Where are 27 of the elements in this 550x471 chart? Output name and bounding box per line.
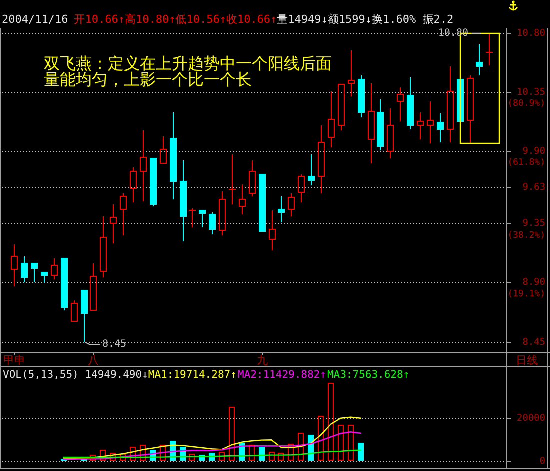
y2-tick-label: (38.2%) bbox=[508, 230, 546, 241]
y2-tick-label: (19.1%) bbox=[508, 290, 546, 300]
y2-tick-label: (61.8%) bbox=[508, 158, 546, 168]
y-tick-label: 10.35 bbox=[516, 87, 546, 98]
y-tick-label: 10.80 bbox=[516, 28, 546, 39]
title: VOL(5,13,55) 14949.490↓ bbox=[3, 369, 148, 381]
legend: MA3:7563.628↑ bbox=[327, 369, 410, 381]
x-tick-label: 甲申 bbox=[4, 354, 26, 367]
note: 量14949↓额1599↓换1.60% 振2.2 bbox=[277, 13, 454, 26]
subtitle: 开10.66↑高10.80↑低10.56↑收10.66↑ bbox=[74, 13, 278, 26]
title: 2004/11/16 bbox=[2, 13, 68, 26]
y-tick-label: 9.35 bbox=[522, 218, 546, 229]
y2-tick-label: (80.9%) bbox=[508, 99, 546, 110]
y-tick-label: 8.45 bbox=[522, 337, 546, 348]
annotation: 10.80 bbox=[438, 28, 468, 39]
y-tick-label: 8.90 bbox=[522, 277, 546, 288]
y-tick-label: 9.90 bbox=[522, 146, 546, 157]
x-tick-label: 八 bbox=[88, 354, 99, 367]
legend: MA1:19714.287↑ bbox=[148, 369, 237, 381]
note: 双飞燕：定义在上升趋势中一个阳线后面量能均匀，上影一个比一个长 bbox=[44, 54, 332, 89]
x-axis-title: 日线 bbox=[516, 354, 538, 367]
x-tick-label: 九 bbox=[257, 354, 268, 367]
y-tick-label: 9.63 bbox=[522, 182, 546, 193]
legend: MA2:11429.882↑ bbox=[238, 369, 326, 381]
y-tick-label: 20000 bbox=[516, 413, 546, 424]
y-tick-label: 0 bbox=[540, 456, 546, 467]
annotation: 10.80 bbox=[438, 28, 481, 39]
